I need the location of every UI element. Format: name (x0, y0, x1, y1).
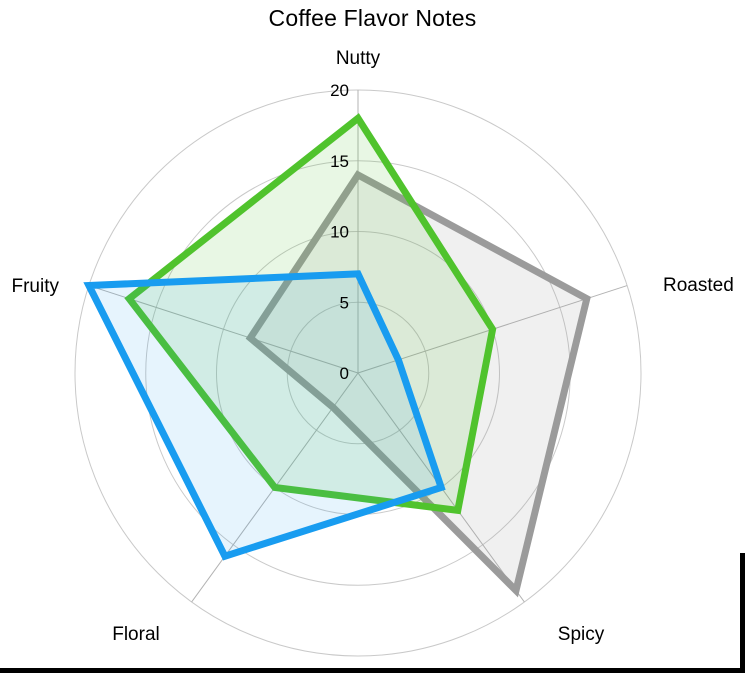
axis-label-nutty: Nutty (336, 48, 381, 69)
page-frame-right-border (740, 553, 745, 673)
tick-label-10: 10 (330, 223, 349, 242)
axis-label-fruity: Fruity (12, 276, 60, 297)
series-polygon-green-series (124, 113, 497, 515)
axis-label-roasted: Roasted (663, 275, 734, 296)
chart-title: Coffee Flavor Notes (268, 5, 477, 31)
page-frame-bottom-border (0, 668, 745, 673)
series-polygon-blue-series (83, 270, 446, 561)
tick-label-20: 20 (330, 81, 349, 100)
tick-label-5: 5 (340, 293, 349, 312)
axis-label-spicy: Spicy (558, 624, 605, 645)
series-polygon-gray-series (245, 170, 591, 598)
axis-label-floral: Floral (112, 624, 160, 645)
tick-label-0: 0 (340, 364, 349, 383)
tick-label-15: 15 (330, 152, 349, 171)
